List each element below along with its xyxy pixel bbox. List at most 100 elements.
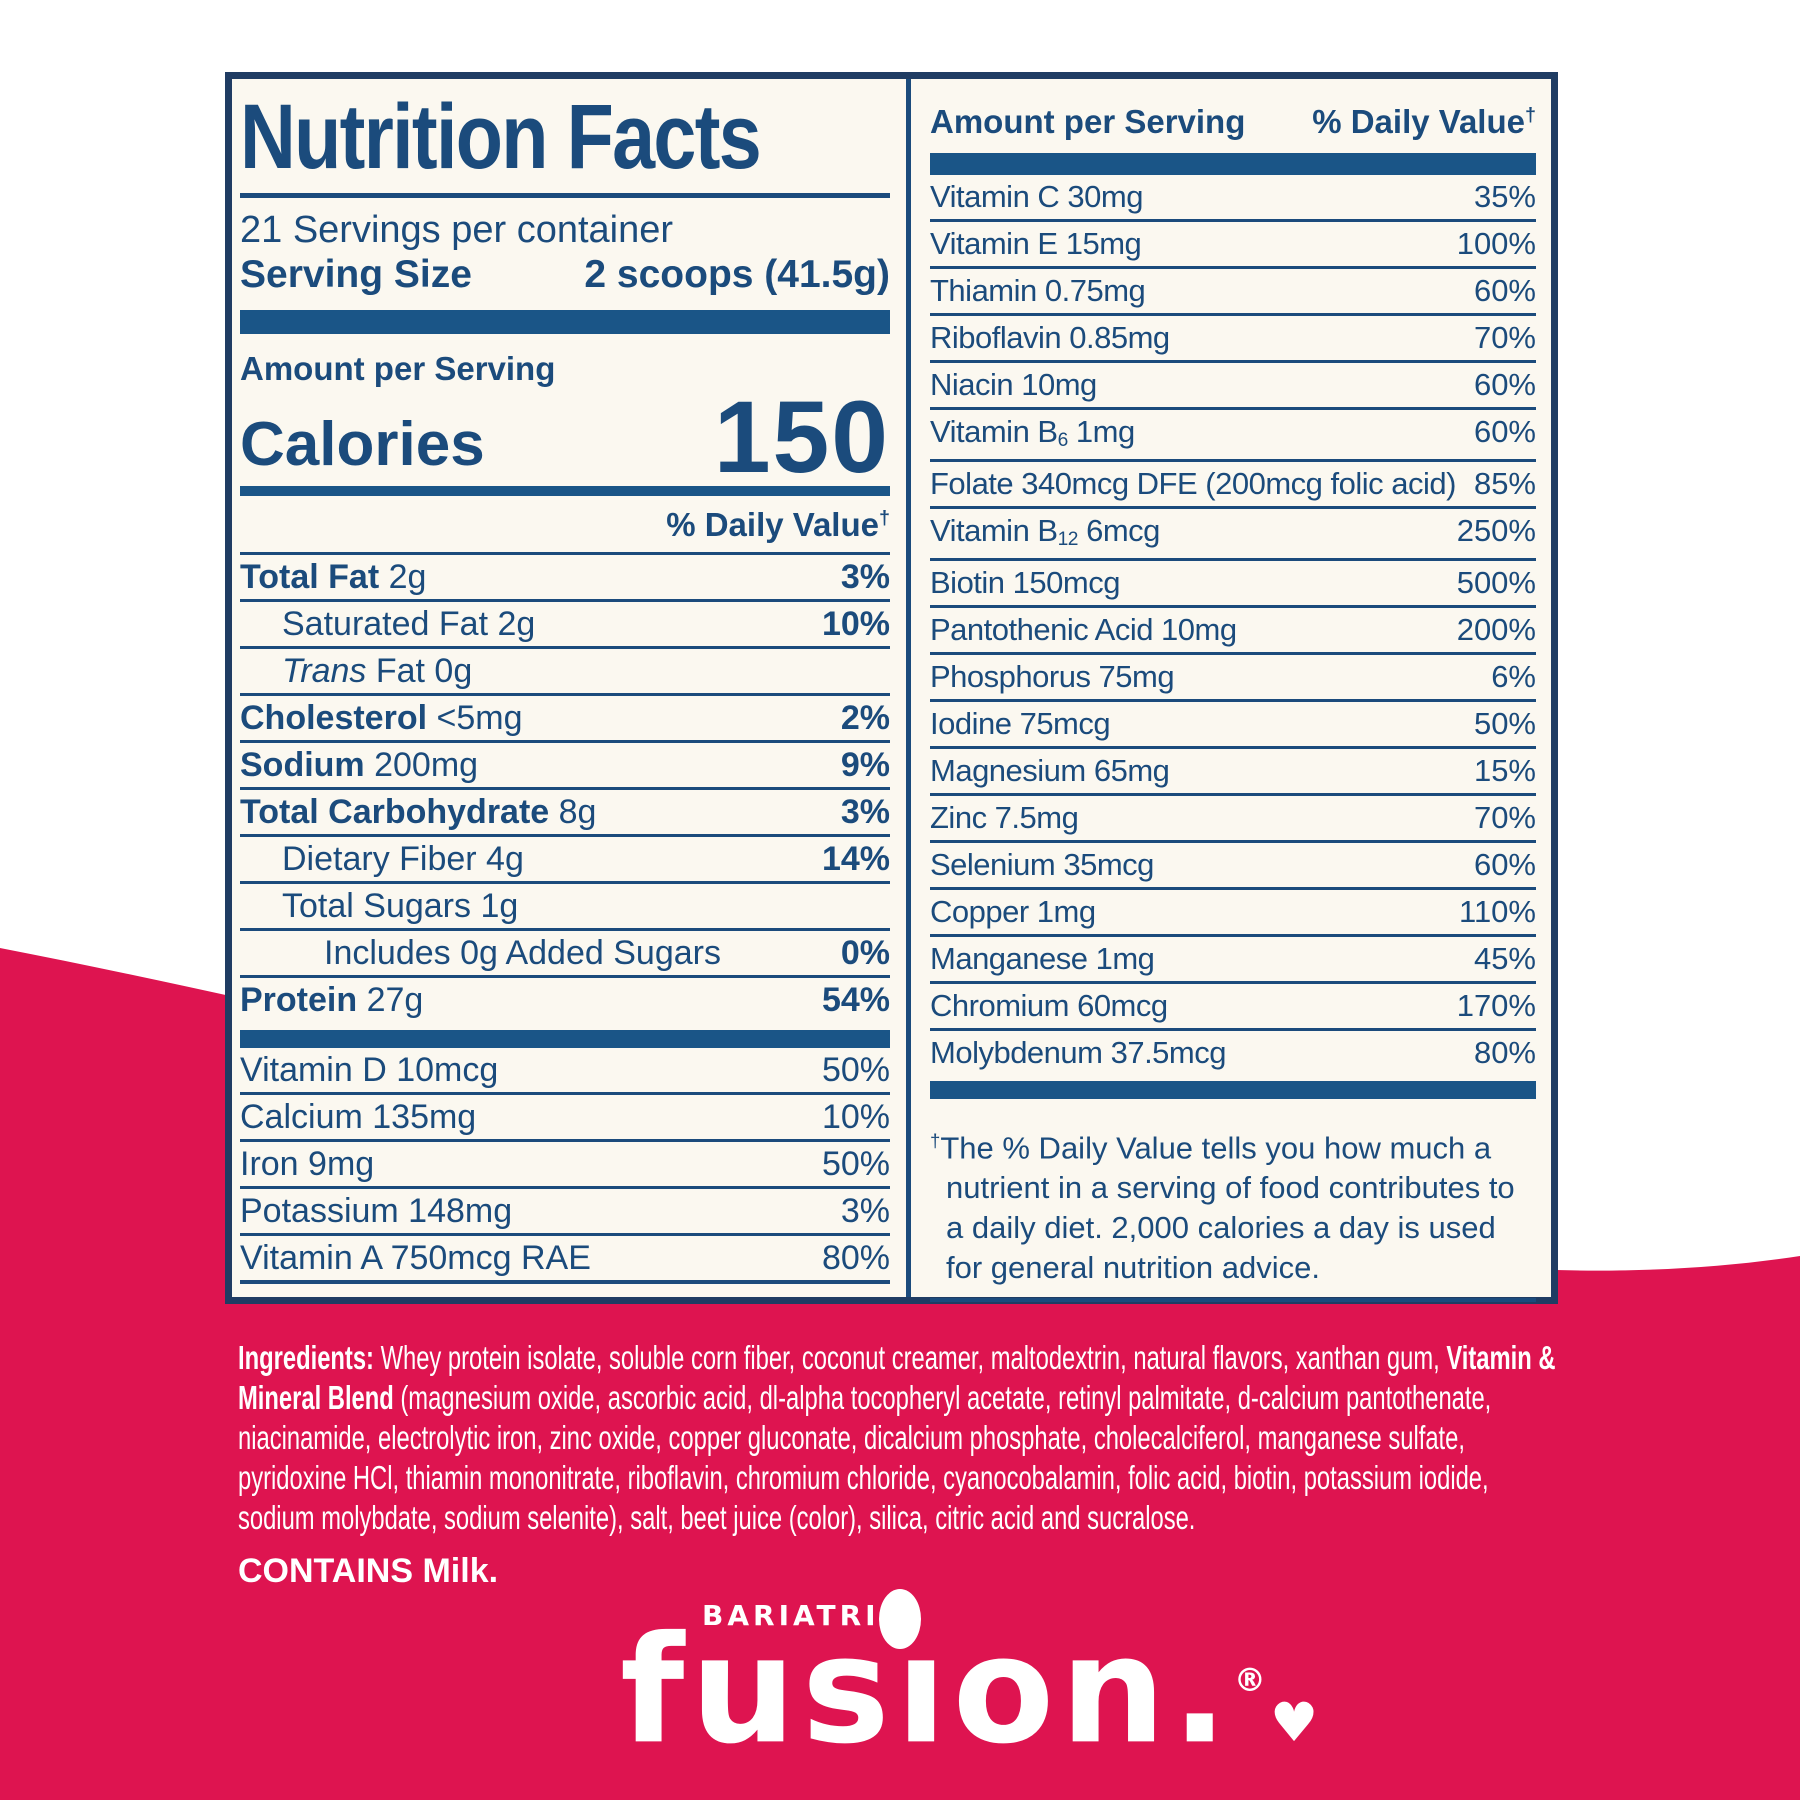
nutrient-name: Manganese 1mg <box>930 941 1155 976</box>
daily-value-footnote: †The % Daily Value tells you how much a … <box>930 1130 1515 1286</box>
left-vitamin-rows: Vitamin D 10mcg 50% Calcium 135mg 10% Iron 9… <box>240 1048 890 1284</box>
daily-value-percent: 60% <box>1473 414 1536 449</box>
nutrient-row: Vitamin B6 1mg 60% <box>930 407 1536 459</box>
daily-value-percent: 10% <box>821 605 890 643</box>
daily-value-percent: 60% <box>1473 273 1536 308</box>
nutrient-row: Dietary Fiber 4g 14% <box>240 834 890 881</box>
bariatric-fusion-logo: BARIATRIC fusıon.®♥ <box>620 1585 1318 1795</box>
nutrient-name: Iron 9mg <box>240 1145 375 1183</box>
ingredients-paragraph: Ingredients: Whey protein isolate, solub… <box>238 1338 1556 1538</box>
daily-value-percent: 45% <box>1473 941 1536 976</box>
daily-value-percent: 200% <box>1456 612 1536 647</box>
nutrient-row: Zinc 7.5mg 70% <box>930 793 1536 840</box>
nutrient-name: Potassium 148mg <box>240 1192 513 1230</box>
nutrient-name: Includes 0g Added Sugars <box>324 934 721 972</box>
daily-value-percent: 50% <box>821 1051 890 1089</box>
nutrient-row: Manganese 1mg 45% <box>930 934 1536 981</box>
title-block: Nutrition Facts <box>240 89 890 198</box>
nutrient-name: Total Sugars 1g <box>282 887 519 925</box>
daily-value-percent: 35% <box>1473 179 1536 214</box>
nutrient-row: Total Carbohydrate 8g 3% <box>240 787 890 834</box>
nutrient-row: Trans Fat 0g <box>240 646 890 693</box>
daily-value-percent: 60% <box>1473 847 1536 882</box>
daily-value-percent: 100% <box>1456 226 1536 261</box>
daily-value-percent: 0% <box>840 934 890 972</box>
nutrient-row: Total Fat 2g 3% <box>240 552 890 599</box>
nutrient-row: Vitamin B12 6mcg 250% <box>930 506 1536 558</box>
brand-main-text: fusıon.®♥ <box>620 1604 1319 1777</box>
nutrient-name: Cholesterol <5mg <box>240 699 523 737</box>
separator-bar <box>240 486 890 496</box>
nutrient-row: Chromium 60mcg 170% <box>930 981 1536 1028</box>
nutrient-row: Protein 27g 54% <box>240 975 890 1022</box>
nutrient-name: Vitamin C 30mg <box>930 179 1143 214</box>
daily-value-percent: 170% <box>1456 988 1536 1023</box>
nutrient-name: Vitamin E 15mg <box>930 226 1142 261</box>
nutrient-name: Niacin 10mg <box>930 367 1097 402</box>
nutrient-name: Vitamin A 750mcg RAE <box>240 1239 591 1277</box>
vitamin-mineral-blend-label: Vitamin & Mineral Blend <box>238 1339 1556 1416</box>
nutrient-name: Total Carbohydrate 8g <box>240 793 597 831</box>
dagger-symbol: † <box>878 507 890 529</box>
nutrient-row: Molybdenum 37.5mcg 80% <box>930 1028 1536 1075</box>
nutrient-row: Niacin 10mg 60% <box>930 360 1536 407</box>
nutrient-row: Biotin 150mcg 500% <box>930 558 1536 605</box>
ingredients-label: Ingredients: <box>238 1339 374 1376</box>
nutrient-name: Iodine 75mcg <box>930 706 1111 741</box>
nutrient-name: Magnesium 65mg <box>930 753 1170 788</box>
registered-trademark-icon: ® <box>1233 1661 1266 1699</box>
nutrient-name: Folate 340mcg DFE (200mcg folic acid) <box>930 466 1456 501</box>
nutrient-row: Thiamin 0.75mg 60% <box>930 266 1536 313</box>
nutrient-row: Potassium 148mg 3% <box>240 1186 890 1233</box>
dagger-symbol: † <box>1524 104 1536 126</box>
nutrition-facts-panel: Nutrition Facts 21 Servings per containe… <box>225 72 1558 1304</box>
nutrient-name: Chromium 60mcg <box>930 988 1168 1023</box>
nutrient-name: Pantothenic Acid 10mg <box>930 612 1237 647</box>
daily-value-percent: 50% <box>821 1145 890 1183</box>
daily-value-percent: 70% <box>1473 320 1536 355</box>
nutrient-name: Biotin 150mcg <box>930 565 1120 600</box>
dagger-symbol: † <box>930 1130 941 1151</box>
left-column: Nutrition Facts 21 Servings per containe… <box>240 89 890 1284</box>
daily-value-percent: 14% <box>821 840 890 878</box>
daily-value-percent: 50% <box>1473 706 1536 741</box>
nutrient-name: Total Fat 2g <box>240 558 427 596</box>
nutrient-name: Selenium 35mcg <box>930 847 1154 882</box>
footnote-rule <box>930 1298 1536 1303</box>
nutrient-row: Vitamin D 10mcg 50% <box>240 1048 890 1092</box>
nutrient-name: Thiamin 0.75mg <box>930 273 1146 308</box>
nutrient-row: Phosphorus 75mg 6% <box>930 652 1536 699</box>
allergen-statement: CONTAINS Milk. <box>238 1552 499 1590</box>
daily-value-header: % Daily Value† <box>666 506 890 543</box>
nutrient-name: Calcium 135mg <box>240 1098 477 1136</box>
heart-icon: ♥ <box>1269 1691 1319 1755</box>
daily-value-percent: 500% <box>1456 565 1536 600</box>
thick-separator-bar <box>240 310 890 334</box>
nutrient-row: Copper 1mg 110% <box>930 887 1536 934</box>
right-column: Amount per Serving % Daily Value† Vitami… <box>930 89 1536 1303</box>
nutrient-row: Total Sugars 1g <box>240 881 890 928</box>
daily-value-percent: 9% <box>840 746 890 784</box>
daily-value-percent: 80% <box>821 1239 890 1277</box>
daily-value-percent: 250% <box>1456 513 1536 548</box>
nutrient-row: Folate 340mcg DFE (200mcg folic acid) 85% <box>930 459 1536 506</box>
daily-value-header: % Daily Value† <box>1312 103 1536 140</box>
calories-value: 150 <box>713 380 890 494</box>
daily-value-percent: 6% <box>1491 659 1536 694</box>
daily-value-percent: 70% <box>1473 800 1536 835</box>
nutrient-name: Sodium 200mg <box>240 746 479 784</box>
amount-per-serving-label: Amount per Serving <box>240 350 556 387</box>
micronutrient-rows: Vitamin C 30mg 35% Vitamin E 15mg 100% Thiam… <box>930 175 1536 1075</box>
i-dot-icon <box>879 1589 921 1649</box>
nutrient-row: Includes 0g Added Sugars 0% <box>240 928 890 975</box>
daily-value-percent: 110% <box>1459 894 1536 929</box>
daily-value-percent: 3% <box>840 1192 890 1230</box>
thick-separator-bar <box>930 1081 1536 1099</box>
nutrient-row: Riboflavin 0.85mg 70% <box>930 313 1536 360</box>
thick-separator-bar <box>930 153 1536 175</box>
nutrient-name: Molybdenum 37.5mcg <box>930 1035 1227 1070</box>
serving-size-row: Serving Size 2 scoops (41.5g) <box>240 252 890 298</box>
servings-per-container: 21 Servings per container <box>240 209 674 251</box>
daily-value-percent: 2% <box>840 699 890 737</box>
